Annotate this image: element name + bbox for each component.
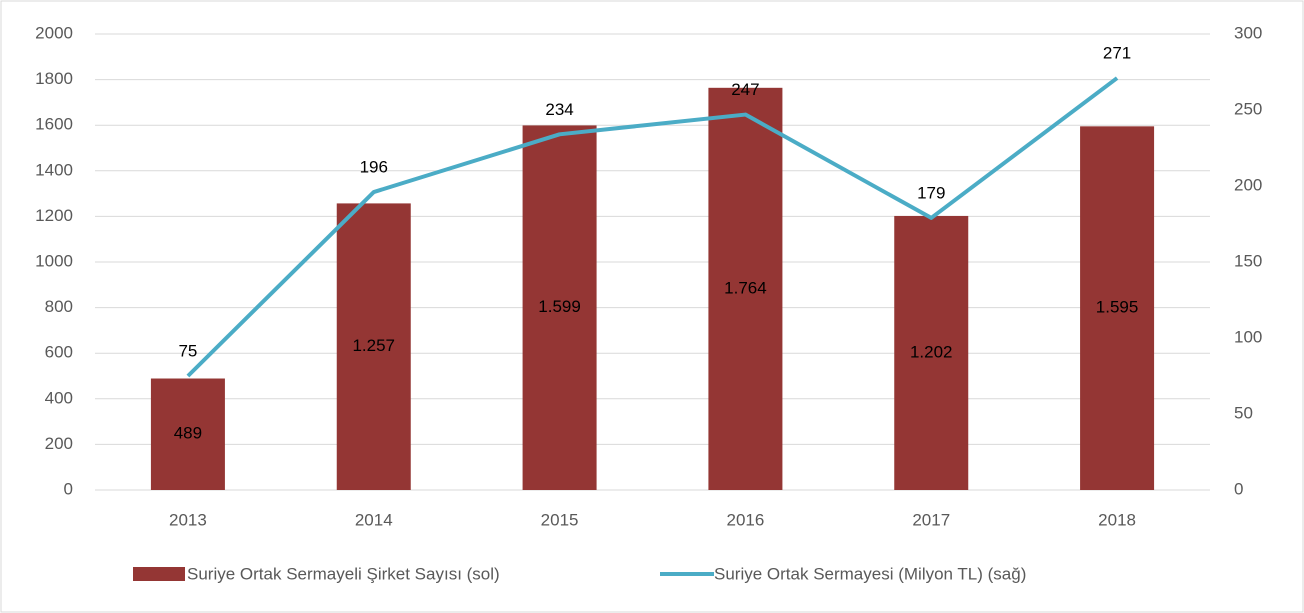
line-value-label: 247 bbox=[731, 80, 759, 99]
y2-tick-label: 0 bbox=[1234, 479, 1243, 498]
x-tick-label: 2013 bbox=[169, 510, 207, 529]
bar-value-label: 1.257 bbox=[352, 336, 395, 355]
y-tick-label: 1600 bbox=[35, 115, 73, 134]
line-value-label: 179 bbox=[917, 183, 945, 202]
bar-value-label: 1.595 bbox=[1096, 298, 1139, 317]
bar bbox=[522, 125, 597, 490]
line bbox=[186, 76, 1119, 378]
y-tick-label: 200 bbox=[45, 434, 73, 453]
x-tick-label: 2016 bbox=[727, 510, 765, 529]
x-tick-label: 2014 bbox=[355, 510, 393, 529]
x-tick-label: 2018 bbox=[1098, 510, 1136, 529]
bar bbox=[336, 203, 411, 491]
y-tick-label: 1000 bbox=[35, 251, 73, 270]
y-tick-label: 1200 bbox=[35, 206, 73, 225]
y-tick-label: 1400 bbox=[35, 160, 73, 179]
x-tick-label: 2017 bbox=[912, 510, 950, 529]
bar bbox=[150, 378, 225, 490]
x-tick-label: 2015 bbox=[541, 510, 579, 529]
legend-label: Suriye Ortak Sermayesi (Milyon TL) (sağ) bbox=[714, 564, 1026, 583]
y2-tick-label: 150 bbox=[1234, 251, 1262, 270]
y2-tick-label: 300 bbox=[1234, 23, 1262, 42]
line-value-label: 75 bbox=[178, 341, 197, 360]
bar bbox=[894, 215, 969, 490]
y2-tick-label: 50 bbox=[1234, 403, 1253, 422]
bar-value-label: 1.202 bbox=[910, 342, 953, 361]
y2-tick-label: 100 bbox=[1234, 327, 1262, 346]
bar bbox=[708, 87, 783, 491]
bar bbox=[1080, 126, 1155, 490]
y-tick-label: 400 bbox=[45, 388, 73, 407]
legend-swatch bbox=[133, 567, 185, 581]
bar-value-label: 1.764 bbox=[724, 278, 767, 297]
y-tick-label: 0 bbox=[64, 479, 73, 498]
line-value-label: 196 bbox=[360, 158, 388, 177]
y2-tick-label: 200 bbox=[1234, 175, 1262, 194]
y-tick-label: 1800 bbox=[35, 69, 73, 88]
bar-value-label: 1.599 bbox=[538, 297, 581, 316]
y-tick-label: 600 bbox=[45, 343, 73, 362]
y-tick-label: 2000 bbox=[35, 23, 73, 42]
line-value-label: 271 bbox=[1103, 44, 1131, 63]
line-value-label: 234 bbox=[545, 100, 573, 119]
bar-value-label: 489 bbox=[174, 424, 202, 443]
y-tick-label: 800 bbox=[45, 297, 73, 316]
y2-tick-label: 250 bbox=[1234, 99, 1262, 118]
legend-label: Suriye Ortak Sermayeli Şirket Sayısı (so… bbox=[187, 564, 500, 583]
